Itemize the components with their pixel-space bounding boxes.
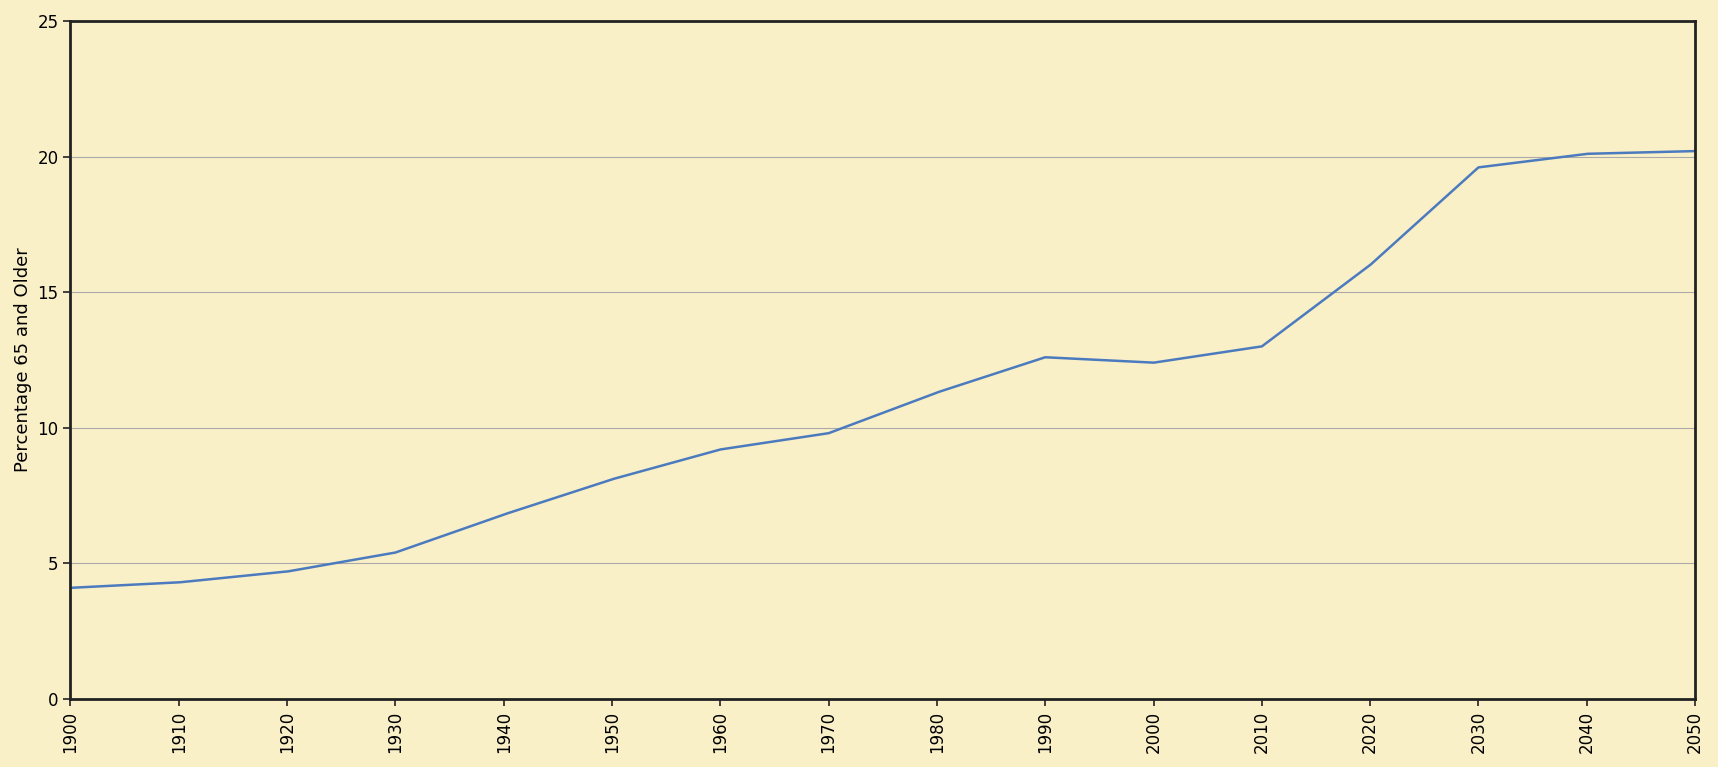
Y-axis label: Percentage 65 and Older: Percentage 65 and Older (14, 248, 33, 472)
